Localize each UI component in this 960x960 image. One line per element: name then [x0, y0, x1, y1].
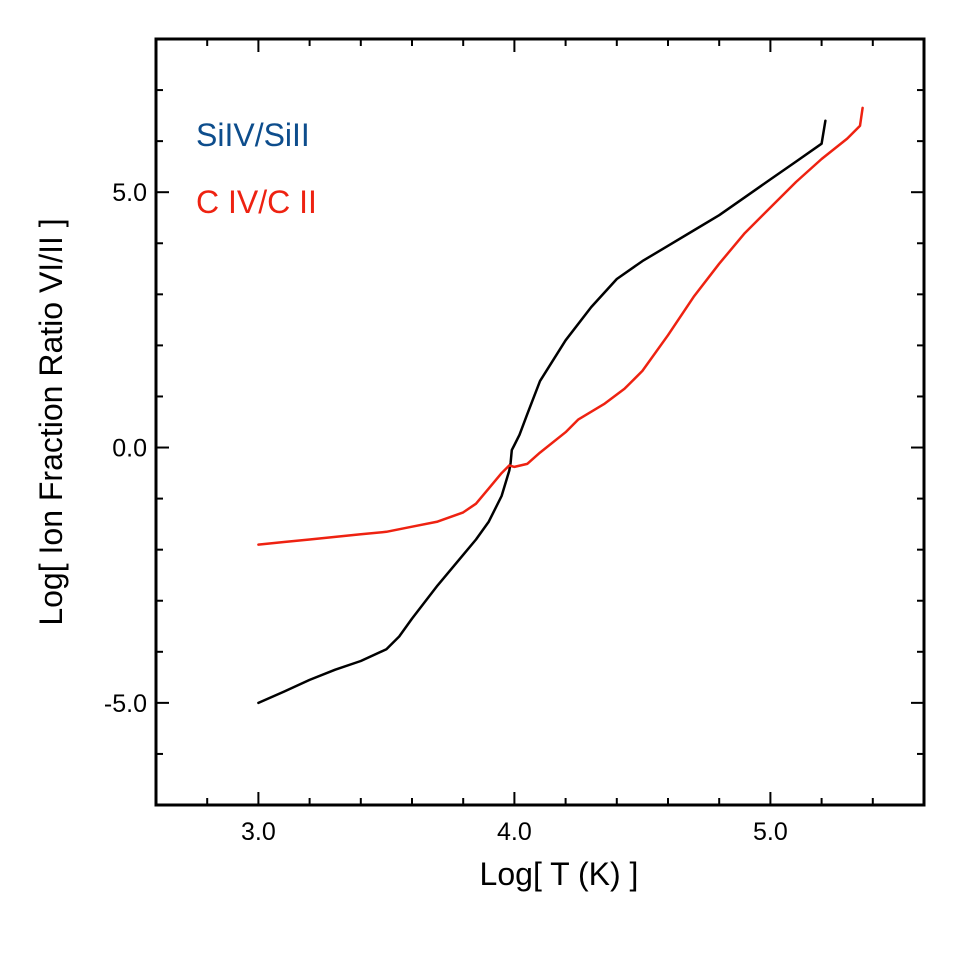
y-tick-label: -5.0 — [104, 690, 147, 718]
y-tick-label: 5.0 — [112, 179, 147, 207]
axis-ticks — [156, 39, 924, 805]
y-axis-title: Log[ Ion Fraction Ratio VI/II ] — [33, 218, 69, 625]
x-tick-label: 3.0 — [241, 818, 276, 846]
x-tick-label: 4.0 — [497, 818, 532, 846]
legend-label-c: C IV/C II — [196, 184, 317, 220]
y-tick-label: 0.0 — [112, 435, 147, 463]
axis-tick-labels: 3.0 4.0 5.0 -5.0 0.0 5.0 — [104, 179, 788, 846]
x-tick-label: 5.0 — [753, 818, 788, 846]
series-line-c — [257, 106, 864, 546]
legend: SiIV/SiII C IV/C II — [196, 117, 317, 220]
x-axis-title: Log[ T (K) ] — [480, 856, 639, 892]
plot-frame — [154, 37, 926, 807]
legend-label-si: SiIV/SiII — [196, 117, 310, 153]
series-line-si — [257, 119, 827, 705]
series-layer — [257, 106, 864, 705]
